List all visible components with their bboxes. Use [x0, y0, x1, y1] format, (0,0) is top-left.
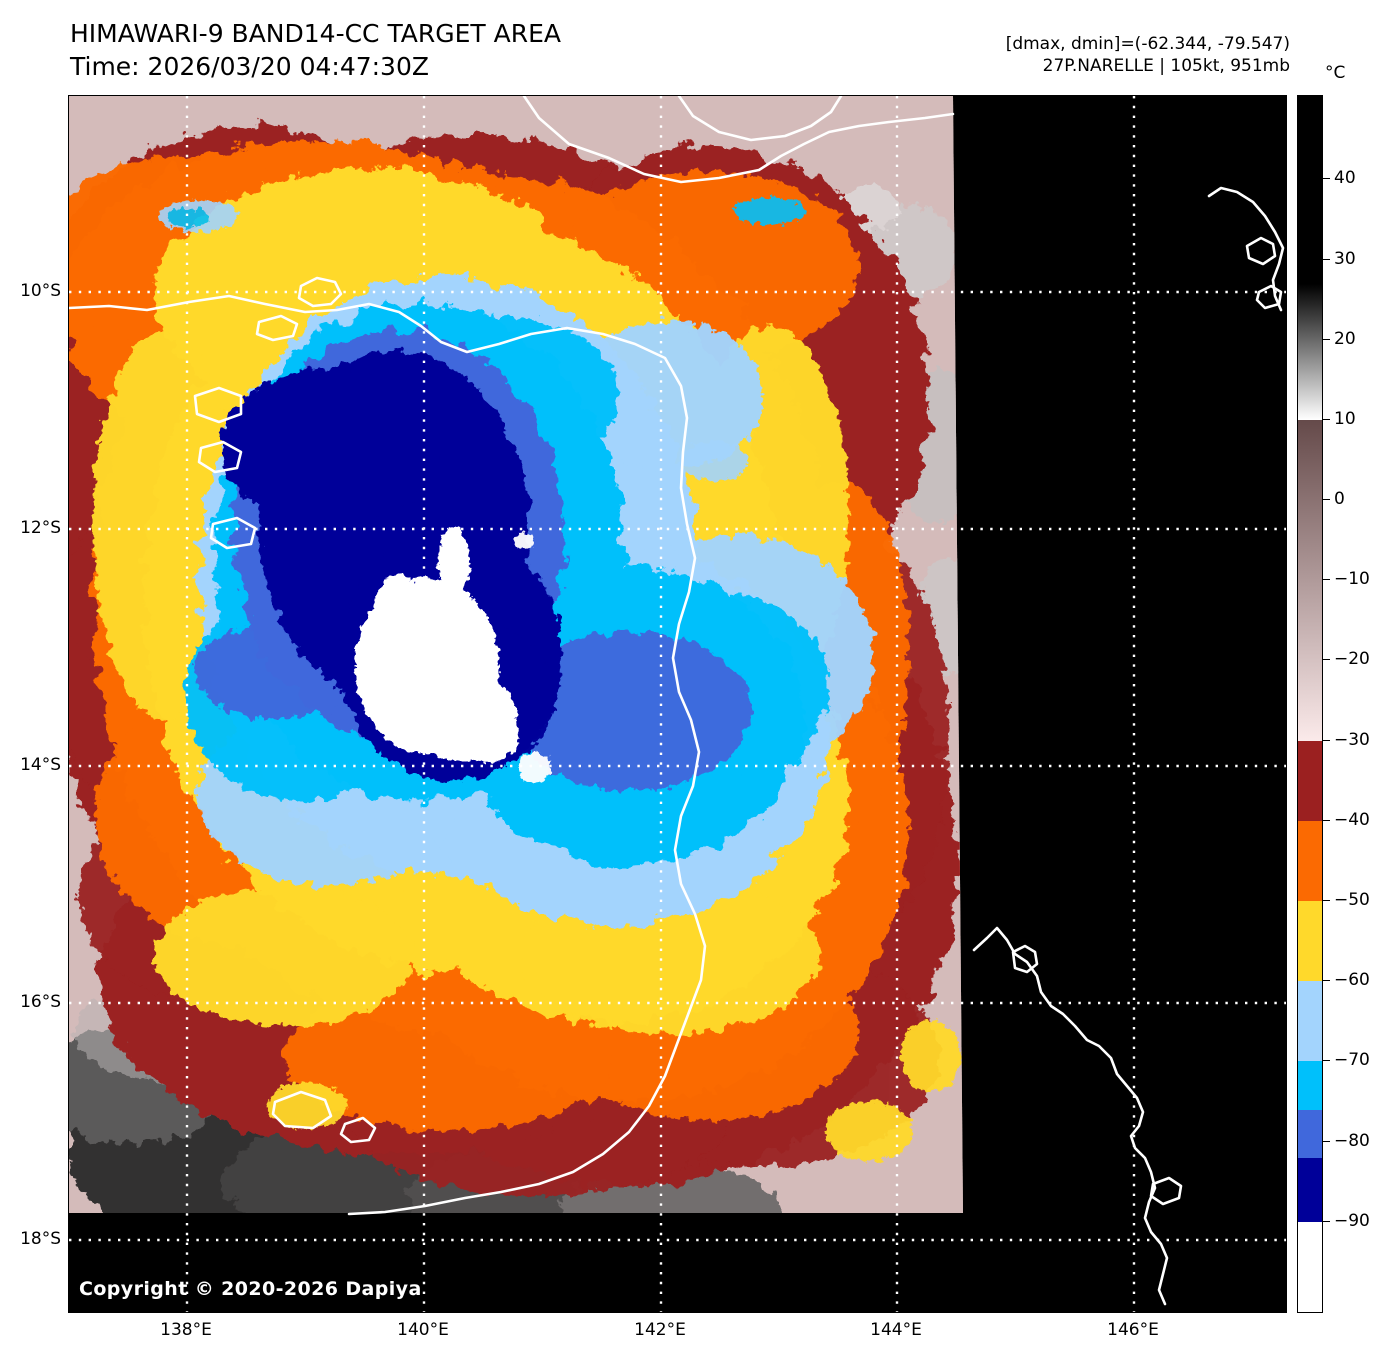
colorbar-tick--30: −30 [1334, 729, 1370, 750]
colorbar-tickmark-0 [1323, 499, 1330, 501]
metadata-block: [dmax, dmin]=(-62.344, -79.547) 27P.NARE… [1006, 33, 1290, 78]
colorbar-band-dark-red [1298, 740, 1322, 821]
title-block: HIMAWARI-9 BAND14-CC TARGET AREA Time: 2… [70, 18, 561, 83]
colorbar-tick--60: −60 [1334, 970, 1370, 991]
colorbar-band-light-blue [1298, 981, 1322, 1062]
y-axis-ticks: 10°S 12°S 14°S 16°S 18°S [0, 0, 62, 1359]
colorbar-tickmark-40 [1323, 178, 1330, 180]
colorbar-band-orange [1298, 820, 1322, 902]
colorbar-tick-labels: 40 30 20 10 0 −10 −20 −30 −40 −50 −60 −70 −80 −90 [1323, 95, 1383, 1313]
colorbar-tick--50: −50 [1334, 890, 1370, 911]
colorbar-band-cyan [1298, 1061, 1322, 1110]
y-tick-12s: 12°S [20, 518, 61, 538]
y-tick-16s: 16°S [20, 992, 61, 1012]
colorbar-band-royal-blue [1298, 1109, 1322, 1158]
colorbar-band-white [1298, 1221, 1322, 1312]
colorbar-tick-0: 0 [1334, 489, 1345, 510]
ir-satellite-heatmap [69, 96, 1286, 1312]
colorbar-tickmark--80 [1323, 1140, 1330, 1142]
temperature-colorbar[interactable] [1297, 95, 1323, 1313]
timestamp: Time: 2026/03/20 04:47:30Z [70, 51, 429, 81]
colorbar-tickmark-30 [1323, 258, 1330, 260]
x-tick-140e: 140°E [397, 1320, 449, 1340]
colorbar-band-black [1298, 96, 1322, 284]
colorbar-tickmark--30 [1323, 739, 1330, 741]
colorbar-tickmark--60 [1323, 980, 1330, 982]
colorbar-tick--20: −20 [1334, 649, 1370, 670]
colorbar-tickmark--20 [1323, 659, 1330, 661]
colorbar-tickmark-20 [1323, 338, 1330, 340]
page-title: HIMAWARI-9 BAND14-CC TARGET AREA [70, 19, 562, 48]
y-tick-18s: 18°S [20, 1229, 61, 1249]
data-swath [69, 96, 963, 1213]
satellite-image-panel[interactable]: Copyright © 2020-2026 Dapiya [68, 95, 1287, 1313]
colorbar-tick-40: 40 [1334, 168, 1356, 189]
colorbar-band-mauve-ramp [1298, 419, 1322, 741]
copyright-label: Copyright © 2020-2026 Dapiya [79, 1278, 422, 1300]
x-tick-138e: 138°E [160, 1320, 212, 1340]
x-tick-142e: 142°E [634, 1320, 686, 1340]
colorbar-band-gray-ramp [1298, 283, 1322, 420]
colorbar-band-yellow [1298, 901, 1322, 982]
colorbar-tick--70: −70 [1334, 1050, 1370, 1071]
colorbar-tick-20: 20 [1334, 328, 1356, 349]
colorbar-tickmark--70 [1323, 1060, 1330, 1062]
colorbar-tick--90: −90 [1334, 1210, 1370, 1231]
colorbar-unit-label: °C [1325, 63, 1346, 83]
colorbar-tickmark--50 [1323, 900, 1330, 902]
dmax-dmin-label: [dmax, dmin]=(-62.344, -79.547) [1005, 34, 1290, 54]
colorbar-tick-10: 10 [1334, 408, 1356, 429]
colorbar-band-navy [1298, 1157, 1322, 1222]
x-tick-146e: 146°E [1107, 1320, 1159, 1340]
colorbar-tickmark--10 [1323, 579, 1330, 581]
colorbar-tickmark-10 [1323, 418, 1330, 420]
x-tick-144e: 144°E [870, 1320, 922, 1340]
storm-info-label: 27P.NARELLE | 105kt, 951mb [1042, 56, 1290, 77]
colorbar-tick-30: 30 [1334, 248, 1356, 269]
colorbar-tick--10: −10 [1334, 569, 1370, 590]
graticule [69, 96, 1286, 1312]
coastline-overlay [69, 96, 1285, 1306]
colorbar-tick--80: −80 [1334, 1130, 1370, 1151]
colorbar-tickmark--40 [1323, 819, 1330, 821]
colorbar-tickmark--90 [1323, 1220, 1330, 1222]
colorbar-tick--40: −40 [1334, 809, 1370, 830]
y-tick-10s: 10°S [20, 281, 61, 301]
y-tick-14s: 14°S [20, 755, 61, 775]
